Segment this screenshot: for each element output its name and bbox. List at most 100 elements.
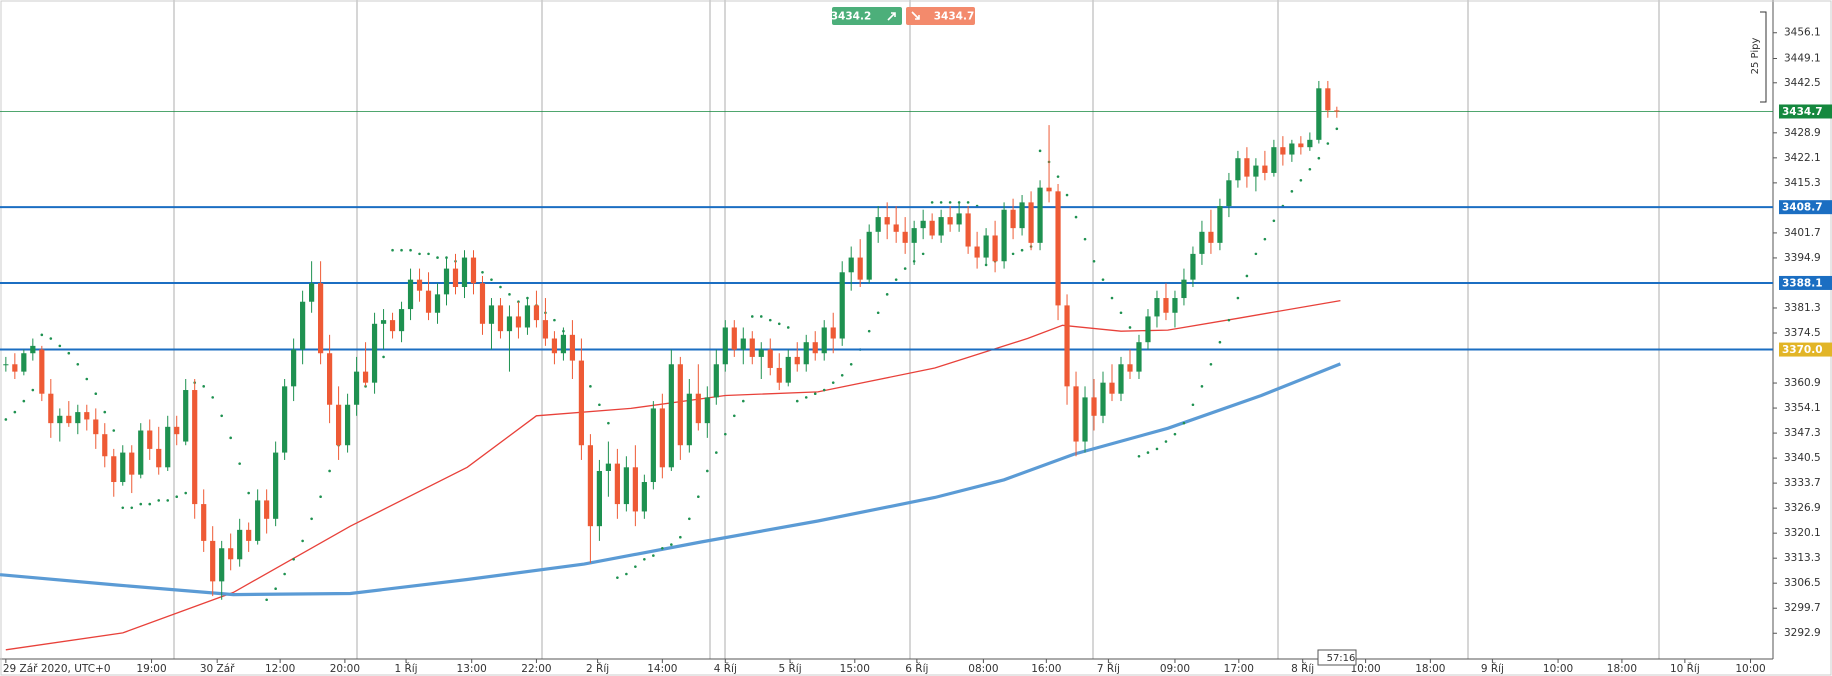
timer: 57:16 xyxy=(1317,649,1357,666)
x-tick-label: 5 Říj xyxy=(778,662,801,675)
sar-dot xyxy=(265,598,268,602)
x-tick-label: 22:00 xyxy=(521,663,551,675)
sar-dot xyxy=(1092,259,1096,263)
sar-dot xyxy=(625,572,628,576)
candle-body xyxy=(219,548,225,582)
candle-body xyxy=(1172,298,1178,313)
sar-dot xyxy=(139,502,143,506)
candle-body xyxy=(1001,209,1007,262)
ask-button[interactable]: 3434.7 xyxy=(906,7,975,25)
candle-body xyxy=(335,404,342,446)
scale-label: 25 Pipy xyxy=(1750,38,1761,75)
sar-dot xyxy=(589,385,592,388)
sar-dot xyxy=(301,539,304,543)
candle-body xyxy=(318,283,324,354)
bid-price[interactable]: 3434.2 xyxy=(831,11,872,23)
sar-dot xyxy=(948,201,952,204)
sar-dot xyxy=(831,381,835,384)
candle-body xyxy=(1334,110,1340,112)
ask-price[interactable]: 3434.7 xyxy=(934,11,975,23)
x-tick-label: 13:00 xyxy=(457,663,487,675)
candle-body xyxy=(1181,279,1187,299)
ask-bg[interactable] xyxy=(906,7,975,25)
candle-body xyxy=(713,364,719,398)
sar-dot xyxy=(813,392,817,396)
candle-body xyxy=(497,305,504,332)
sar-dot xyxy=(148,502,152,506)
x-tick-label: 09:00 xyxy=(1160,663,1190,675)
candle-body xyxy=(614,463,620,505)
sar-dot xyxy=(130,506,134,510)
sar-dot xyxy=(481,270,484,274)
sar-dot xyxy=(795,399,799,403)
sar-dot xyxy=(697,495,700,499)
y-tick-label: 3442.5 xyxy=(1784,77,1821,89)
sar-dot xyxy=(885,293,889,296)
x-tick-label: 10:00 xyxy=(1543,663,1573,675)
candle-body xyxy=(587,445,594,527)
candle-body xyxy=(767,349,773,368)
sar-dot xyxy=(768,318,772,322)
bid-button[interactable]: 3434.2 xyxy=(831,7,902,25)
y-tick-label: 3306.5 xyxy=(1784,577,1821,589)
candle-body xyxy=(138,430,144,475)
y-tick-label: 3320.1 xyxy=(1784,527,1821,539)
candle-body xyxy=(650,408,656,483)
sar-dot xyxy=(1209,362,1213,366)
moving-average xyxy=(5,299,1341,651)
sar-dot xyxy=(616,576,619,579)
sar-dot xyxy=(1011,252,1015,256)
candle-body xyxy=(183,390,189,442)
candle-body xyxy=(488,305,495,324)
sar-dot xyxy=(328,469,331,473)
candle-body xyxy=(641,482,647,512)
candle-body xyxy=(210,540,216,582)
sar-dot xyxy=(319,495,322,499)
y-tick-label: 3456.1 xyxy=(1784,27,1821,39)
sar-dot xyxy=(1119,311,1123,315)
sar-dot xyxy=(508,293,511,296)
sar-dot xyxy=(706,469,709,473)
candle-body xyxy=(1217,206,1223,243)
candle-body xyxy=(120,452,126,483)
candle-body xyxy=(1010,209,1016,229)
sar-dot xyxy=(930,201,934,204)
candle-body xyxy=(1028,202,1034,243)
candle-body xyxy=(956,213,962,225)
sar-dot xyxy=(184,491,188,495)
x-tick-label: 10:00 xyxy=(1735,663,1765,675)
candle-body xyxy=(974,246,980,258)
bid-bg[interactable] xyxy=(832,7,902,25)
x-tick-label: 18:00 xyxy=(1415,663,1445,675)
sar-dot xyxy=(1065,193,1069,197)
sar-dot xyxy=(220,414,223,418)
candle-body xyxy=(407,279,414,310)
candle-body xyxy=(21,353,27,372)
sar-dot xyxy=(364,385,367,388)
sar-dot xyxy=(1218,340,1222,344)
candle-body xyxy=(452,268,459,288)
sar-dot xyxy=(1020,248,1024,252)
candle-body xyxy=(731,327,737,350)
sar-dot xyxy=(1038,149,1042,153)
sar-dot xyxy=(553,318,556,322)
candle-body xyxy=(749,338,755,357)
y-tick-label: 3394.9 xyxy=(1784,252,1821,264)
candle-body xyxy=(165,426,171,468)
x-tick-label: 12:00 xyxy=(265,663,295,675)
candle-body xyxy=(857,257,863,280)
sar-dot xyxy=(499,285,502,289)
moving-average xyxy=(0,362,1341,597)
candle-body xyxy=(362,371,369,383)
candle-body xyxy=(1208,231,1214,243)
sar-dot xyxy=(76,362,80,366)
y-tick-label: 3333.7 xyxy=(1784,477,1821,489)
sar-dot xyxy=(229,436,232,440)
sar-dot xyxy=(427,252,430,256)
sar-dot xyxy=(903,267,907,270)
x-tick-label: 19:00 xyxy=(136,663,166,675)
sar-dot xyxy=(112,429,116,432)
candle-body xyxy=(821,327,827,354)
